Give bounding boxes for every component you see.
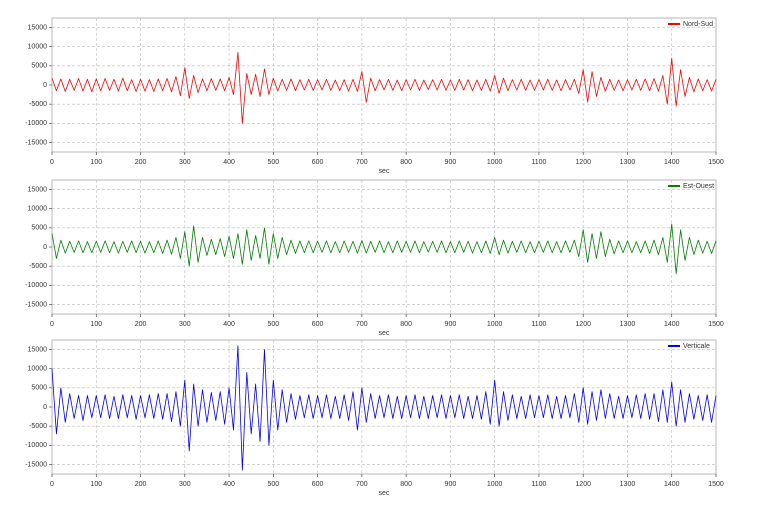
x-tick-label: 300 [179, 321, 191, 328]
x-tick-label: 700 [356, 481, 368, 488]
x-tick-label: 500 [267, 321, 279, 328]
x-tick-label: 1100 [531, 159, 546, 166]
y-tick-label: 10000 [28, 206, 48, 213]
x-tick-label: 0 [50, 321, 54, 328]
y-tick-label: -10000 [25, 442, 47, 449]
x-tick-label: 900 [445, 321, 457, 328]
y-tick-label: -5000 [29, 263, 47, 270]
x-tick-label: 100 [90, 481, 102, 488]
y-tick-label: 5000 [31, 225, 47, 232]
x-tick-label: 600 [312, 321, 324, 328]
x-tick-label: 1500 [708, 159, 724, 166]
signal-line [51, 52, 717, 124]
x-tick-label: 1100 [531, 321, 546, 328]
x-tick-label: 1200 [575, 321, 591, 328]
y-tick-label: 5000 [31, 385, 47, 392]
x-tick-label: 1400 [664, 159, 680, 166]
x-tick-label: 1300 [620, 321, 636, 328]
x-tick-label: 1000 [487, 481, 503, 488]
x-tick-label: 900 [445, 481, 457, 488]
x-tick-label: 1000 [487, 321, 503, 328]
y-tick-label: -15000 [25, 139, 47, 146]
x-tick-label: 1400 [664, 481, 680, 488]
y-tick-label: -10000 [25, 120, 47, 127]
y-tick-label: 5000 [31, 63, 47, 70]
x-tick-label: 300 [179, 481, 191, 488]
x-tick-label: 400 [223, 159, 235, 166]
x-tick-label: 600 [312, 159, 324, 166]
x-tick-label: 200 [135, 481, 147, 488]
x-tick-label: 700 [356, 321, 368, 328]
x-axis-label: sec [379, 490, 390, 497]
x-tick-label: 0 [50, 159, 54, 166]
x-tick-label: 800 [400, 321, 412, 328]
y-tick-label: -5000 [29, 101, 47, 108]
x-tick-label: 100 [90, 159, 102, 166]
x-tick-label: 500 [267, 481, 279, 488]
x-tick-label: 0 [50, 481, 54, 488]
x-tick-label: 1400 [664, 321, 680, 328]
x-axis-label: sec [379, 330, 390, 337]
x-tick-label: 600 [312, 481, 324, 488]
x-tick-label: 100 [90, 321, 102, 328]
signal-line [51, 345, 717, 471]
x-tick-label: 900 [445, 159, 457, 166]
x-tick-label: 1500 [708, 321, 724, 328]
x-tick-label: 1500 [708, 481, 724, 488]
x-tick-label: 500 [267, 159, 279, 166]
x-tick-label: 700 [356, 159, 368, 166]
x-tick-label: 1200 [575, 159, 591, 166]
y-tick-label: 10000 [28, 366, 48, 373]
y-tick-label: 0 [43, 404, 47, 411]
x-tick-label: 800 [400, 159, 412, 166]
x-tick-label: 400 [223, 321, 235, 328]
y-tick-label: 15000 [28, 346, 48, 353]
x-tick-label: 200 [135, 321, 147, 328]
x-tick-label: 200 [135, 159, 147, 166]
y-tick-label: -15000 [25, 461, 47, 468]
y-tick-label: 10000 [28, 44, 48, 51]
x-tick-label: 1300 [620, 159, 636, 166]
signal-line [51, 223, 717, 275]
legend-label: Nord-Sud [683, 21, 713, 28]
legend-label: Est-Ouest [683, 183, 714, 190]
x-tick-label: 1200 [575, 481, 591, 488]
y-tick-label: -15000 [25, 301, 47, 308]
x-tick-label: 800 [400, 481, 412, 488]
y-tick-label: 15000 [28, 24, 48, 31]
y-tick-label: -10000 [25, 282, 47, 289]
x-tick-label: 400 [223, 481, 235, 488]
legend-label: Verticale [683, 343, 710, 350]
y-tick-label: -5000 [29, 423, 47, 430]
x-tick-label: 1000 [487, 159, 503, 166]
x-axis-label: sec [379, 168, 390, 175]
y-tick-label: 0 [43, 82, 47, 89]
x-tick-label: 1100 [531, 481, 546, 488]
y-tick-label: 0 [43, 244, 47, 251]
x-tick-label: 1300 [620, 481, 636, 488]
y-tick-label: 15000 [28, 186, 48, 193]
x-tick-label: 300 [179, 159, 191, 166]
